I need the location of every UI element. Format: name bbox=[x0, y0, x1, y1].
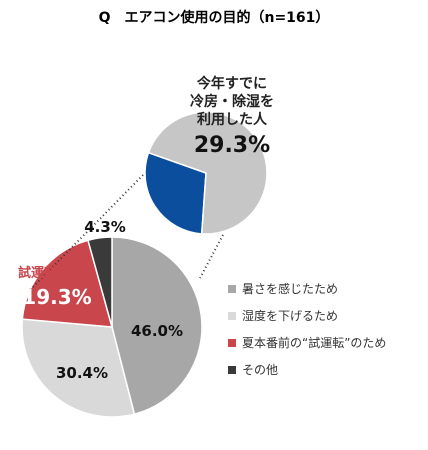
slice-label-heat: 46.0% bbox=[131, 322, 183, 340]
connector-line-right bbox=[199, 234, 224, 279]
legend-swatch-other bbox=[228, 366, 236, 374]
slice-label-trial: 19.3% bbox=[22, 285, 91, 309]
callout-line-1: 今年すでに bbox=[196, 75, 267, 92]
connector-line-left bbox=[29, 174, 144, 291]
legend-label-humidity: 湿度を下げるため bbox=[242, 308, 338, 323]
legend-swatch-trial bbox=[228, 339, 236, 347]
legend-label-heat: 暑さを感じたため bbox=[242, 281, 338, 296]
legend: 暑さを感じたため 湿度を下げるため 夏本番前の“試運転”のため その他 bbox=[228, 281, 386, 377]
slice-label-humidity: 30.4% bbox=[56, 364, 108, 382]
callout-slice-used bbox=[144, 151, 207, 235]
slice-label-other: 4.3% bbox=[84, 218, 126, 236]
legend-swatch-heat bbox=[228, 285, 236, 293]
legend-label-other: その他 bbox=[242, 363, 278, 377]
callout-line-2: 冷房・除湿を bbox=[190, 93, 274, 110]
pie-slice-trial bbox=[21, 239, 114, 328]
callout-pie bbox=[144, 111, 268, 235]
pie-slice-other bbox=[87, 236, 113, 328]
annotation-text: 試運転のため bbox=[18, 265, 96, 281]
callout-slice-rest bbox=[147, 111, 268, 235]
legend-label-trial: 夏本番前の“試運転”のため bbox=[242, 335, 386, 350]
main-pie bbox=[21, 236, 203, 418]
callout-value: 29.3% bbox=[194, 133, 270, 158]
legend-swatch-humidity bbox=[228, 312, 236, 320]
callout-line-3: 利用した人 bbox=[197, 111, 268, 128]
pie-slice-humidity bbox=[21, 318, 136, 418]
chart-title: Q エアコン使用の目的（n=161） bbox=[99, 9, 330, 26]
pie-slice-heat bbox=[111, 236, 203, 416]
